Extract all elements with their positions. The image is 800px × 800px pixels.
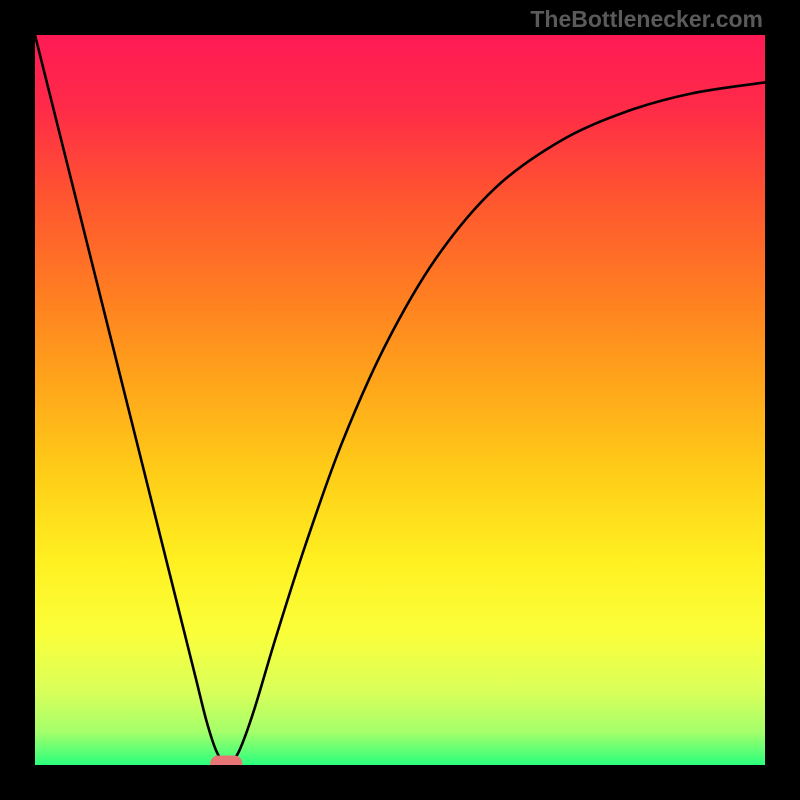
- curve-minimum-marker: [210, 756, 242, 765]
- chart-container: TheBottlenecker.com: [0, 0, 800, 800]
- watermark-text: TheBottlenecker.com: [530, 6, 763, 33]
- curve-line: [35, 35, 765, 763]
- gradient-background: [35, 35, 765, 765]
- plot-area: [35, 35, 765, 765]
- chart-svg: [35, 35, 765, 765]
